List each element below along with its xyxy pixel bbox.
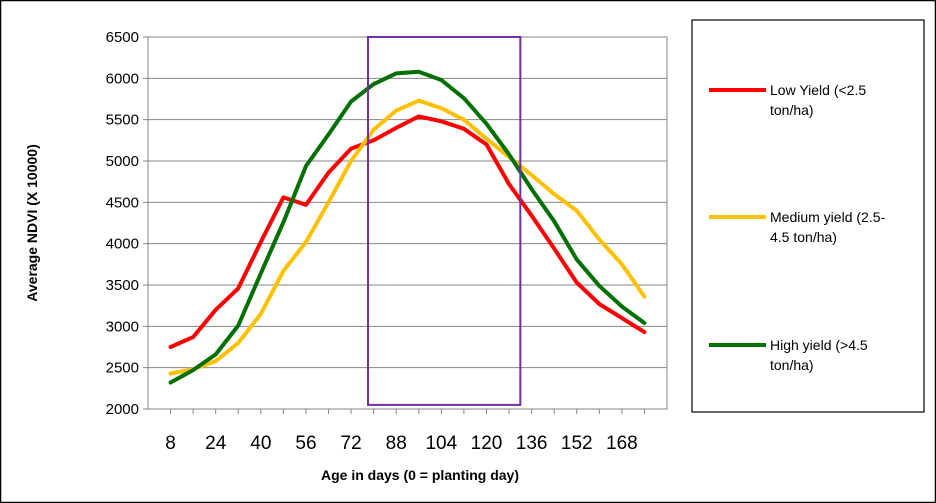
legend: Low Yield (<2.5 ton/ha) Medium yield (2.5-… xyxy=(709,82,885,373)
x-tick-label: 104 xyxy=(425,433,457,454)
y-tick-label: 5000 xyxy=(106,153,139,170)
y-tick-label: 4000 xyxy=(106,236,139,253)
y-tick-label: 3500 xyxy=(106,277,139,294)
y-tick-label: 2500 xyxy=(106,360,139,377)
series-line-3 xyxy=(168,69,647,385)
plot-area: 2000 2500 3000 3500 4000 4500 5000 5500 6000 6500… xyxy=(106,29,668,454)
legend-label-3: High yield (>4.5 ton/ha) xyxy=(770,337,868,373)
x-tick-label: 120 xyxy=(471,433,503,454)
y-tick-label: 6000 xyxy=(106,70,139,87)
y-tick-label: 2000 xyxy=(106,401,139,418)
x-tick-label: 88 xyxy=(386,433,407,454)
y-axis-title: Average NDVI (X 10000) xyxy=(24,144,40,301)
x-tick-label: 40 xyxy=(250,433,271,454)
series-line-1 xyxy=(168,114,647,349)
x-axis-title: Age in days (0 = planting day) xyxy=(321,467,519,483)
x-tick-label: 8 xyxy=(165,433,176,454)
legend-label-2: Medium yield (2.5-4.5 ton/ha) xyxy=(770,209,885,245)
highlight-box xyxy=(367,36,522,406)
x-tick-label: 72 xyxy=(341,433,362,454)
x-tick-label: 136 xyxy=(516,433,548,454)
x-tick-label: 56 xyxy=(295,433,316,454)
x-tick-label: 152 xyxy=(561,433,593,454)
series-line-2 xyxy=(168,98,647,376)
y-tick-label: 6500 xyxy=(106,29,139,46)
x-tick-label: 24 xyxy=(205,433,227,454)
y-tick-label: 4500 xyxy=(106,194,139,211)
x-tick-label: 168 xyxy=(606,433,638,454)
y-tick-label: 3000 xyxy=(106,318,139,335)
y-tick-label: 5500 xyxy=(106,112,139,129)
legend-label-1: Low Yield (<2.5 ton/ha) xyxy=(770,82,866,118)
